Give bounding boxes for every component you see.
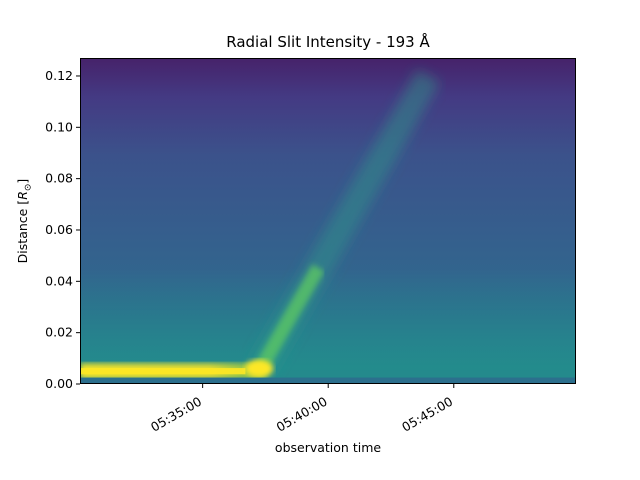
- y-tick-label: 0.06: [45, 222, 73, 237]
- x-axis-label: observation time: [274, 440, 382, 455]
- bright-band-core: [80, 368, 246, 375]
- heatmap-image: [80, 58, 576, 384]
- y-tick-label: 0.04: [45, 273, 73, 288]
- x-tick-label: 05:40:00: [274, 394, 330, 435]
- y-axis-label: Distance [R⊙]: [14, 178, 34, 264]
- y-tick-label: 0.12: [45, 68, 73, 83]
- ejecta-front-core: [253, 264, 325, 375]
- y-tick-label: 0.08: [45, 171, 73, 186]
- x-tick-label: 05:35:00: [148, 394, 204, 435]
- baseline-strip: [80, 377, 576, 384]
- bright-spot: [245, 359, 274, 378]
- x-tick-label: 05:45:00: [399, 394, 455, 435]
- y-tick-label: 0.00: [45, 376, 73, 391]
- plot-frame: [80, 58, 576, 384]
- y-tick-label: 0.02: [45, 325, 73, 340]
- y-tick-label: 0.10: [45, 119, 73, 134]
- chart-title: Radial Slit Intensity - 193 Å: [226, 33, 430, 51]
